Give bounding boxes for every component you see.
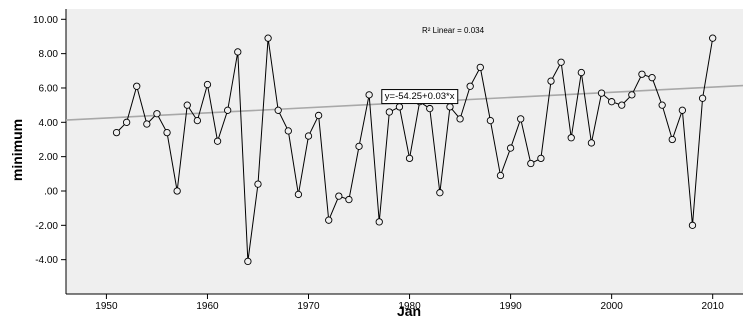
data-point bbox=[203, 80, 212, 89]
data-point bbox=[133, 82, 141, 90]
x-tick-label: 2000 bbox=[601, 301, 624, 312]
data-point bbox=[254, 180, 262, 188]
data-point bbox=[476, 63, 484, 72]
data-point bbox=[385, 108, 393, 116]
data-point bbox=[143, 120, 151, 128]
y-tick-label: 2.00 bbox=[39, 152, 59, 163]
data-point bbox=[709, 34, 717, 42]
y-tick-label: 4.00 bbox=[39, 118, 59, 129]
x-tick-label: 1990 bbox=[499, 301, 522, 312]
x-axis-title: Jan bbox=[397, 303, 421, 319]
data-point bbox=[314, 111, 323, 120]
fit-equation-text: y=-54.25+0.03*x bbox=[385, 91, 455, 102]
data-point bbox=[213, 137, 222, 145]
data-point bbox=[294, 190, 303, 199]
data-point bbox=[597, 89, 606, 97]
data-point bbox=[163, 128, 171, 137]
data-point bbox=[456, 115, 464, 123]
data-point bbox=[618, 101, 626, 109]
data-point bbox=[648, 74, 656, 82]
data-point bbox=[466, 82, 474, 90]
data-point bbox=[678, 106, 687, 114]
data-point bbox=[304, 132, 313, 140]
data-point bbox=[557, 58, 565, 66]
data-point bbox=[688, 221, 697, 229]
y-tick-label: 6.00 bbox=[39, 83, 59, 94]
y-axis-ticks: -4.00 -2.00 .00 2.00 4.00 6.00 8.00 10.00 bbox=[33, 15, 66, 266]
y-tick-label: -2.00 bbox=[35, 221, 58, 232]
data-point bbox=[193, 116, 202, 125]
data-point bbox=[355, 142, 363, 150]
data-point bbox=[607, 98, 616, 106]
data-point bbox=[234, 48, 242, 56]
data-point bbox=[375, 218, 383, 226]
x-axis-ticks: 1950 1960 1970 1980 1990 2000 2010 bbox=[95, 294, 724, 312]
data-point bbox=[395, 103, 404, 111]
data-point bbox=[153, 110, 161, 118]
data-point bbox=[446, 103, 454, 111]
data-point bbox=[527, 159, 535, 168]
fit-equation-box bbox=[381, 89, 459, 105]
data-point bbox=[122, 118, 131, 126]
data-point bbox=[224, 106, 232, 114]
data-point bbox=[638, 70, 646, 78]
x-tick-label: 1950 bbox=[95, 301, 118, 312]
data-point bbox=[506, 144, 515, 152]
data-point bbox=[517, 115, 525, 123]
y-axis-title: minimum bbox=[9, 119, 25, 181]
data-point bbox=[335, 192, 343, 200]
y-tick-label: 8.00 bbox=[39, 49, 59, 60]
data-point bbox=[668, 135, 676, 144]
data-point bbox=[436, 189, 444, 197]
data-point bbox=[587, 139, 596, 147]
y-tick-label: 10.00 bbox=[33, 15, 58, 26]
fit-equation-label: y=-54.25+0.03*x bbox=[381, 89, 459, 105]
y-tick-label: .00 bbox=[44, 186, 58, 197]
data-point bbox=[537, 154, 545, 163]
data-point bbox=[698, 94, 707, 102]
x-tick-label: 2010 bbox=[702, 301, 725, 312]
data-point bbox=[496, 171, 505, 180]
data-point bbox=[325, 216, 333, 224]
data-point bbox=[284, 127, 292, 135]
series-group bbox=[112, 34, 717, 266]
data-point bbox=[345, 195, 353, 204]
data-point bbox=[274, 106, 282, 114]
data-point bbox=[486, 116, 495, 125]
data-point bbox=[567, 134, 575, 142]
data-point bbox=[628, 91, 636, 99]
data-point bbox=[658, 101, 666, 109]
data-point bbox=[173, 187, 181, 195]
plot-area bbox=[66, 9, 743, 294]
x-tick-label: 1970 bbox=[297, 301, 320, 312]
data-point bbox=[112, 128, 121, 137]
data-point bbox=[365, 91, 373, 99]
data-point bbox=[405, 154, 414, 163]
r-squared-annotation: R² Linear = 0.034 bbox=[422, 26, 485, 35]
data-point bbox=[547, 77, 555, 85]
data-point bbox=[426, 104, 434, 113]
data-point bbox=[577, 68, 585, 77]
data-point bbox=[244, 257, 252, 266]
data-point bbox=[264, 34, 272, 42]
x-tick-label: 1980 bbox=[398, 301, 421, 312]
x-tick-label: 1960 bbox=[196, 301, 219, 312]
data-point bbox=[183, 101, 191, 109]
y-tick-label: -4.00 bbox=[35, 255, 58, 266]
